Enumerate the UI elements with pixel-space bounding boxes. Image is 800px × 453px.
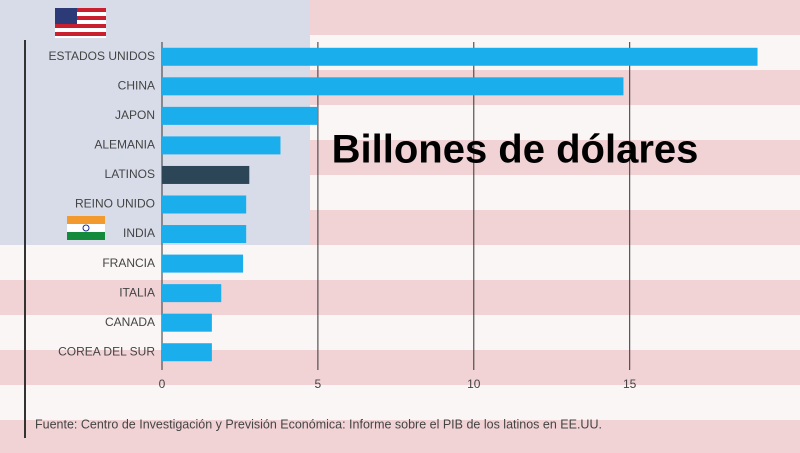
bar: [162, 77, 624, 96]
y-tick-label: ITALIA: [119, 285, 155, 299]
x-tick-label: 0: [159, 377, 166, 391]
us-flag-icon: [55, 8, 106, 38]
y-tick-label: FRANCIA: [102, 256, 155, 270]
bar: [162, 136, 281, 155]
x-tick-label: 5: [315, 377, 322, 391]
bar: [162, 225, 247, 244]
y-tick-label: ALEMANIA: [94, 138, 155, 152]
y-tick-label: CANADA: [105, 315, 155, 329]
y-tick-label: INDIA: [123, 226, 155, 240]
y-tick-label: REINO UNIDO: [75, 197, 155, 211]
source-note: Fuente: Centro de Investigación y Previs…: [35, 417, 602, 431]
y-tick-label: JAPON: [115, 108, 155, 122]
x-tick-label: 15: [623, 377, 637, 391]
y-tick-label: LATINOS: [105, 167, 155, 181]
y-tick-label: COREA DEL SUR: [58, 344, 155, 358]
bar: [162, 47, 758, 66]
bar: [162, 284, 222, 303]
bar: [162, 106, 318, 125]
chart-title: Billones de dólares: [332, 128, 699, 172]
bar: [162, 195, 247, 214]
x-tick-label: 10: [467, 377, 481, 391]
bar: [162, 313, 212, 332]
y-tick-label: CHINA: [118, 78, 155, 92]
bar: [162, 165, 250, 184]
india-flag-icon: [67, 216, 105, 240]
bar: [162, 254, 244, 273]
y-tick-label: ESTADOS UNIDOS: [49, 49, 155, 63]
bar: [162, 343, 212, 362]
